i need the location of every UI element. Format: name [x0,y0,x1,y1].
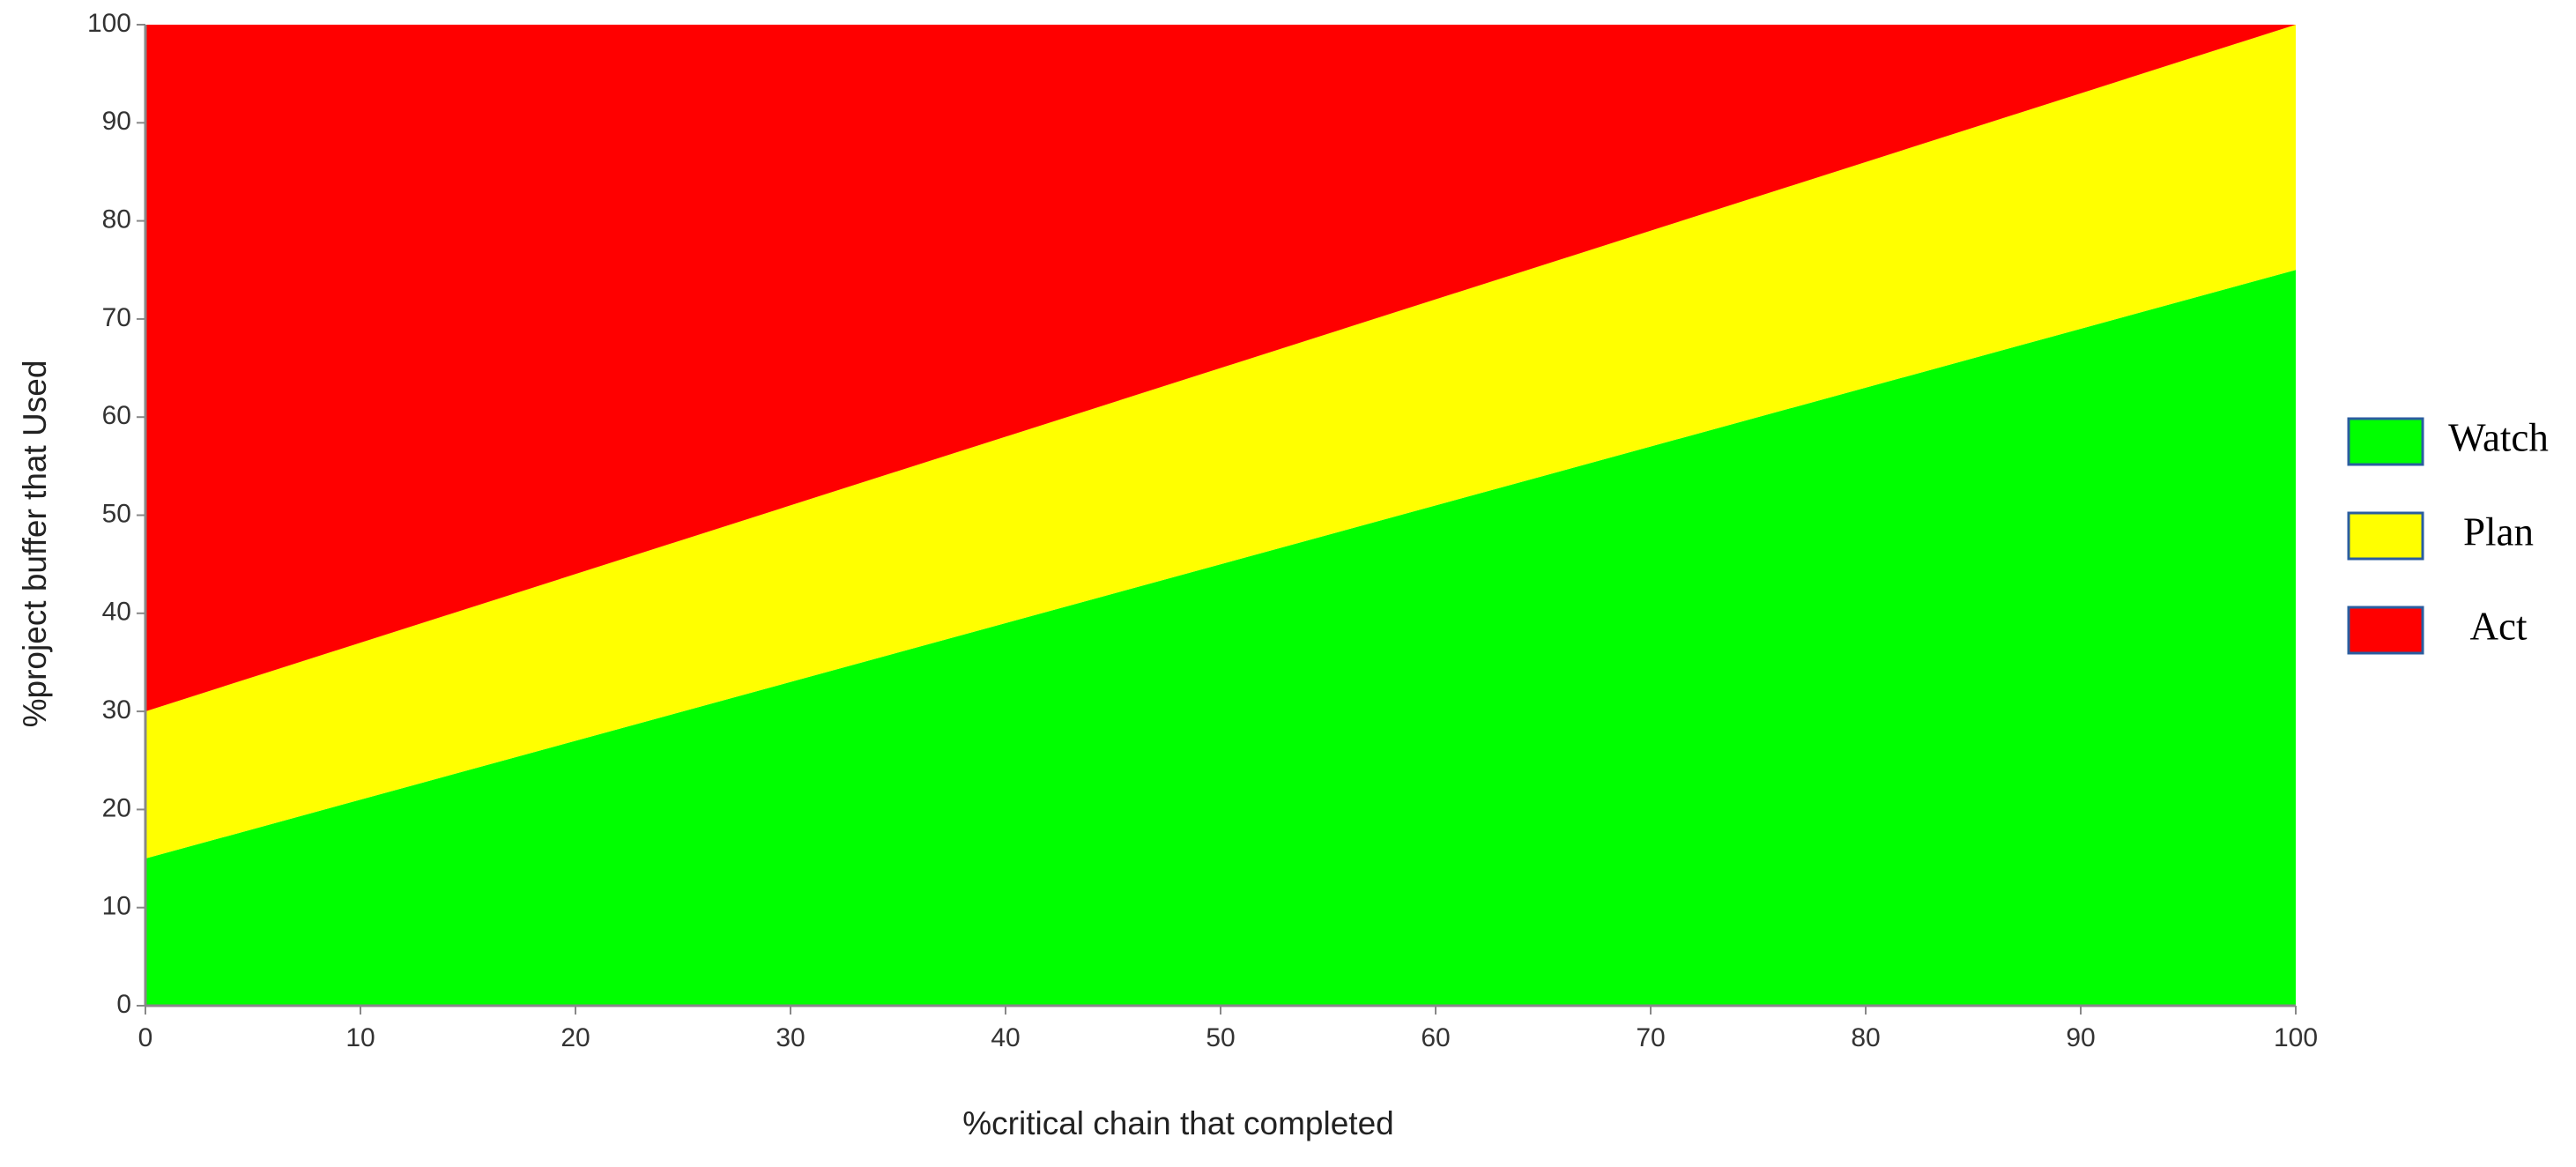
legend-label: Watch [2448,415,2549,459]
y-axis-label: %project buffer that Used [17,361,53,728]
legend-swatch [2347,417,2424,466]
y-tick-label: 100 [87,9,131,38]
area [145,25,2296,712]
x-tick-label: 40 [991,1023,1020,1052]
area [145,270,2296,1006]
y-tick-label: 0 [116,990,131,1019]
x-tick-label: 90 [2066,1023,2095,1052]
y-tick-label: 30 [102,695,131,725]
x-tick-label: 100 [2274,1023,2318,1052]
y-tick-label: 60 [102,401,131,430]
legend-swatch [2347,606,2424,655]
legend-label: Plan [2463,509,2534,554]
y-tick-label: 40 [102,598,131,627]
x-tick-label: 50 [1206,1023,1235,1052]
x-tick-label: 60 [1421,1023,1450,1052]
x-tick-label: 20 [560,1023,590,1052]
legend-label: Act [2470,604,2528,648]
x-axis-label: %critical chain that completed [962,1105,1393,1141]
y-tick-label: 70 [102,303,131,332]
y-tick-label: 20 [102,793,131,822]
x-tick-label: 70 [1636,1023,1665,1052]
y-tick-label: 50 [102,499,131,528]
area [145,25,2296,859]
x-tick-label: 10 [345,1023,375,1052]
y-tick-label: 80 [102,205,131,234]
legend-swatch [2347,511,2424,561]
x-tick-label: 80 [1851,1023,1880,1052]
y-tick-label: 90 [102,107,131,136]
x-tick-label: 30 [776,1023,805,1052]
y-tick-label: 10 [102,892,131,921]
x-tick-label: 0 [138,1023,153,1052]
